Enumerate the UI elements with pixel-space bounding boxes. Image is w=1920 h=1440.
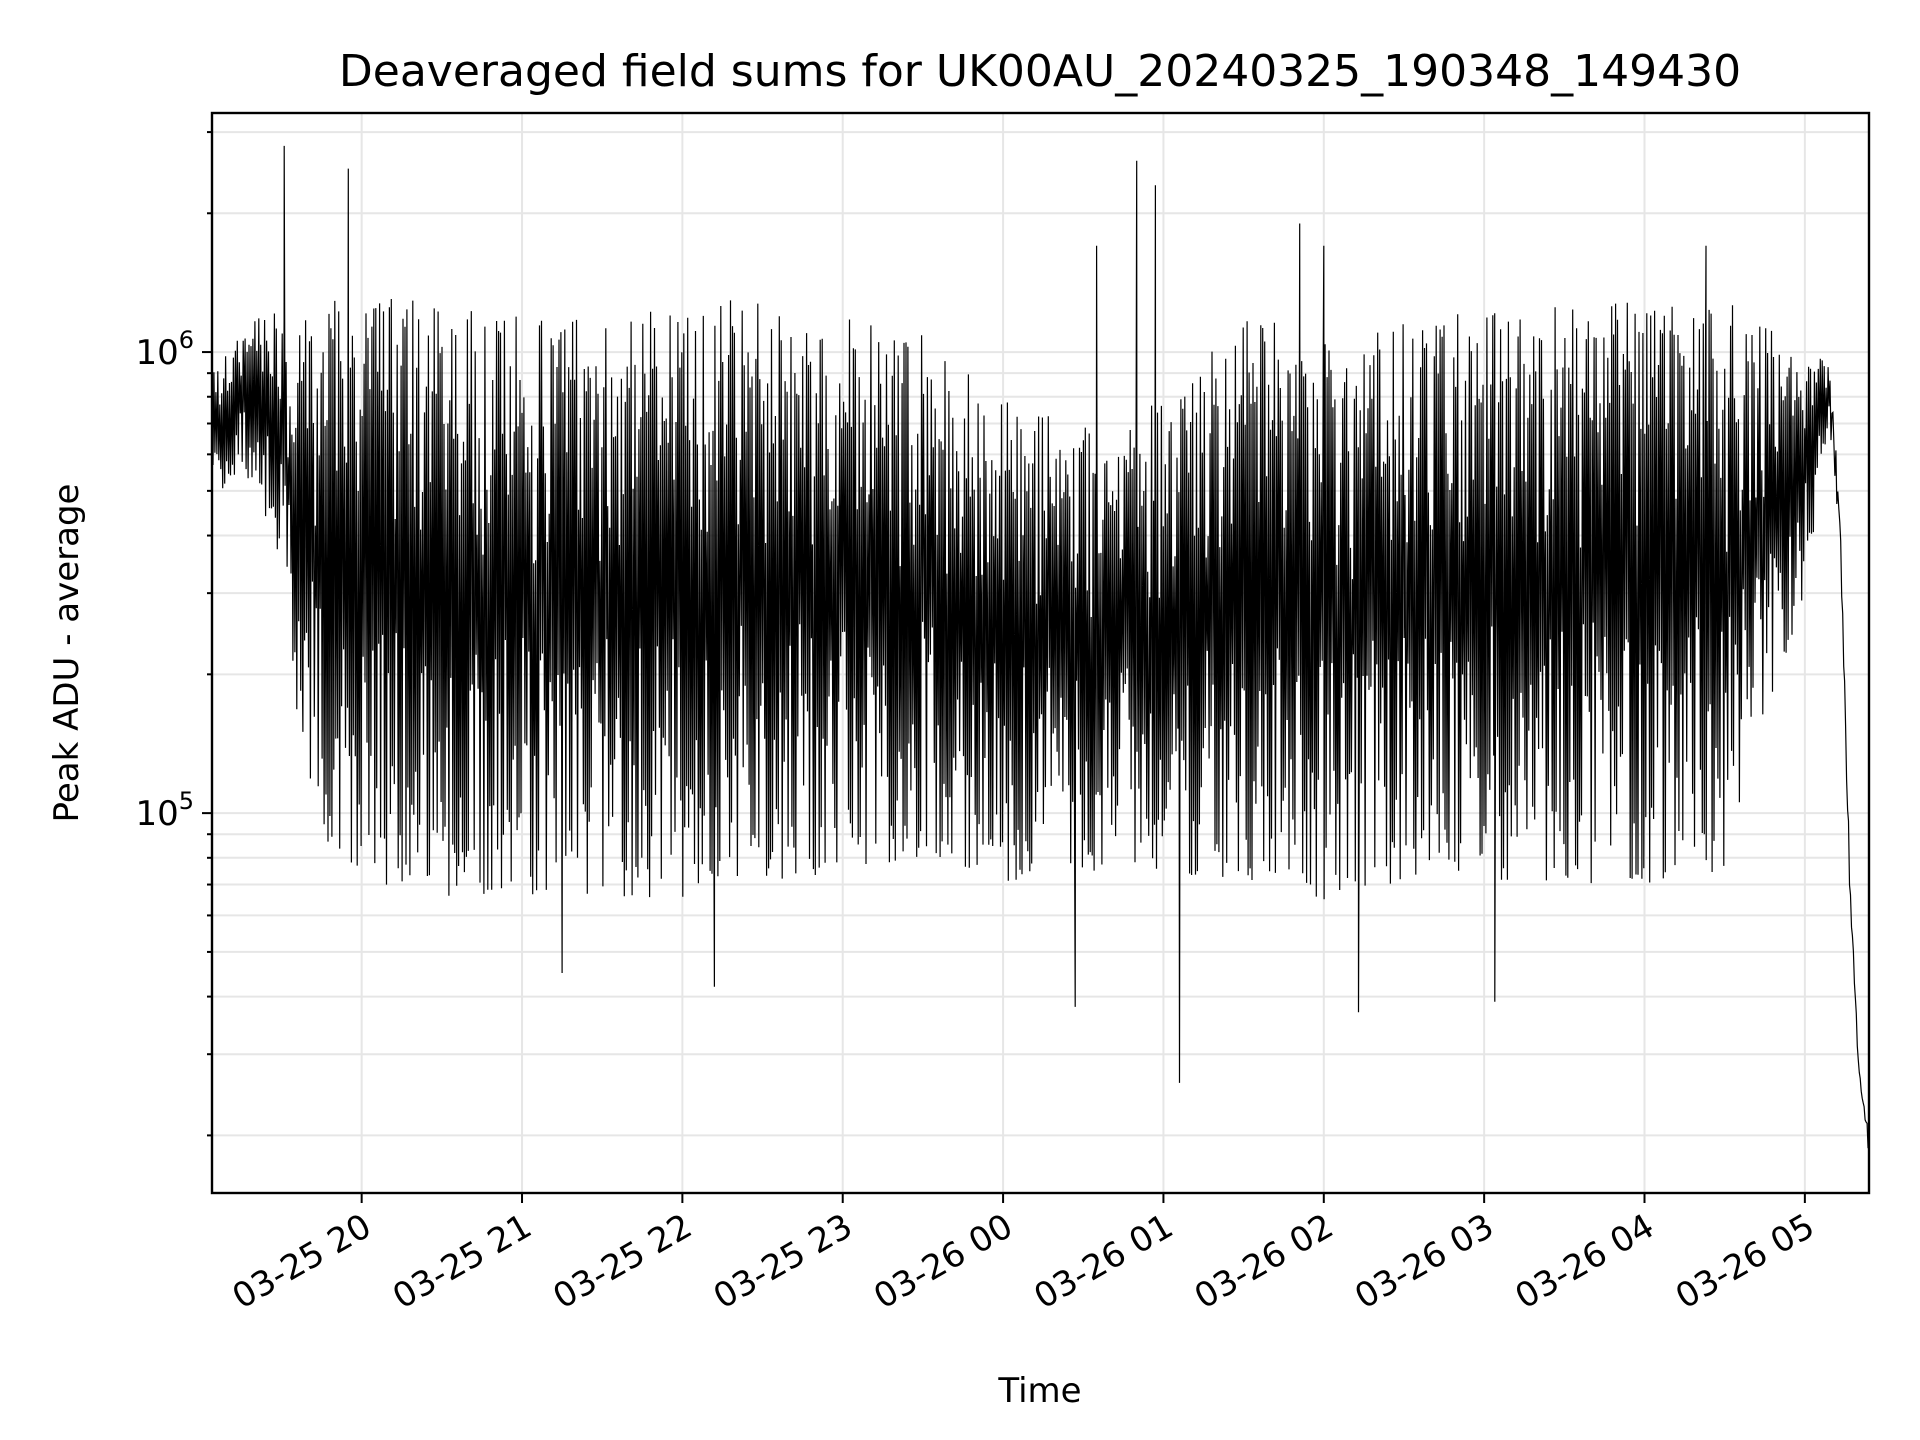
y-axis-ticks: 105 106 [135,131,212,1137]
y-tick-label: 106 [135,326,194,373]
y-tick-label: 105 [135,787,194,834]
y-axis-label: Peak ADU - average [47,484,87,823]
x-axis-label: Time [997,1371,1081,1411]
plot-frame [210,111,1871,1195]
chart-title: Deaveraged field sums for UK00AU_2024032… [339,46,1741,97]
series-line [211,145,1870,1149]
plot-series-group [211,145,1870,1149]
